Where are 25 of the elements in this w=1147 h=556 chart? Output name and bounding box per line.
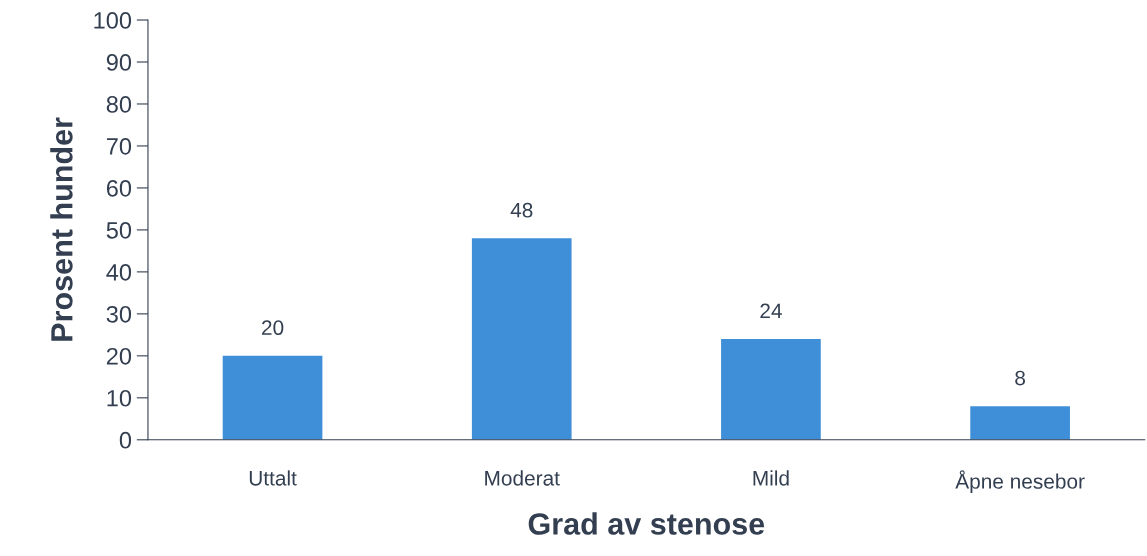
y-tick-label: 10 <box>107 389 132 407</box>
y-tick-label: 40 <box>106 263 132 281</box>
y-tick-label: 50 <box>106 221 132 239</box>
y-tick-label: 100 <box>94 12 132 29</box>
y-tick-label: 70 <box>106 138 132 155</box>
y-tick-label: 20 <box>106 347 132 365</box>
y-tick-label: 60 <box>106 180 132 197</box>
bar <box>222 355 323 440</box>
x-tick-label: Åpne nesebor <box>955 470 1085 493</box>
bar <box>721 339 821 440</box>
data-label: 8 <box>1015 370 1025 386</box>
data-label: 24 <box>760 303 782 319</box>
x-tick-label: Mild <box>753 470 789 486</box>
y-tick-label: 80 <box>106 96 132 113</box>
x-tick-label: Moderat <box>485 470 560 486</box>
y-tick-label: 30 <box>106 305 132 323</box>
data-label: 20 <box>262 320 284 336</box>
y-axis-title: Prosent hunder <box>50 117 73 341</box>
y-tick-label: 0 <box>119 431 132 449</box>
x-axis-title: Grad av stenose <box>528 512 765 535</box>
data-label: 48 <box>510 202 533 218</box>
y-tick-label: 90 <box>106 54 132 71</box>
bar <box>970 406 1070 440</box>
bar <box>471 238 572 440</box>
x-tick-label: Uttalt <box>249 470 297 486</box>
